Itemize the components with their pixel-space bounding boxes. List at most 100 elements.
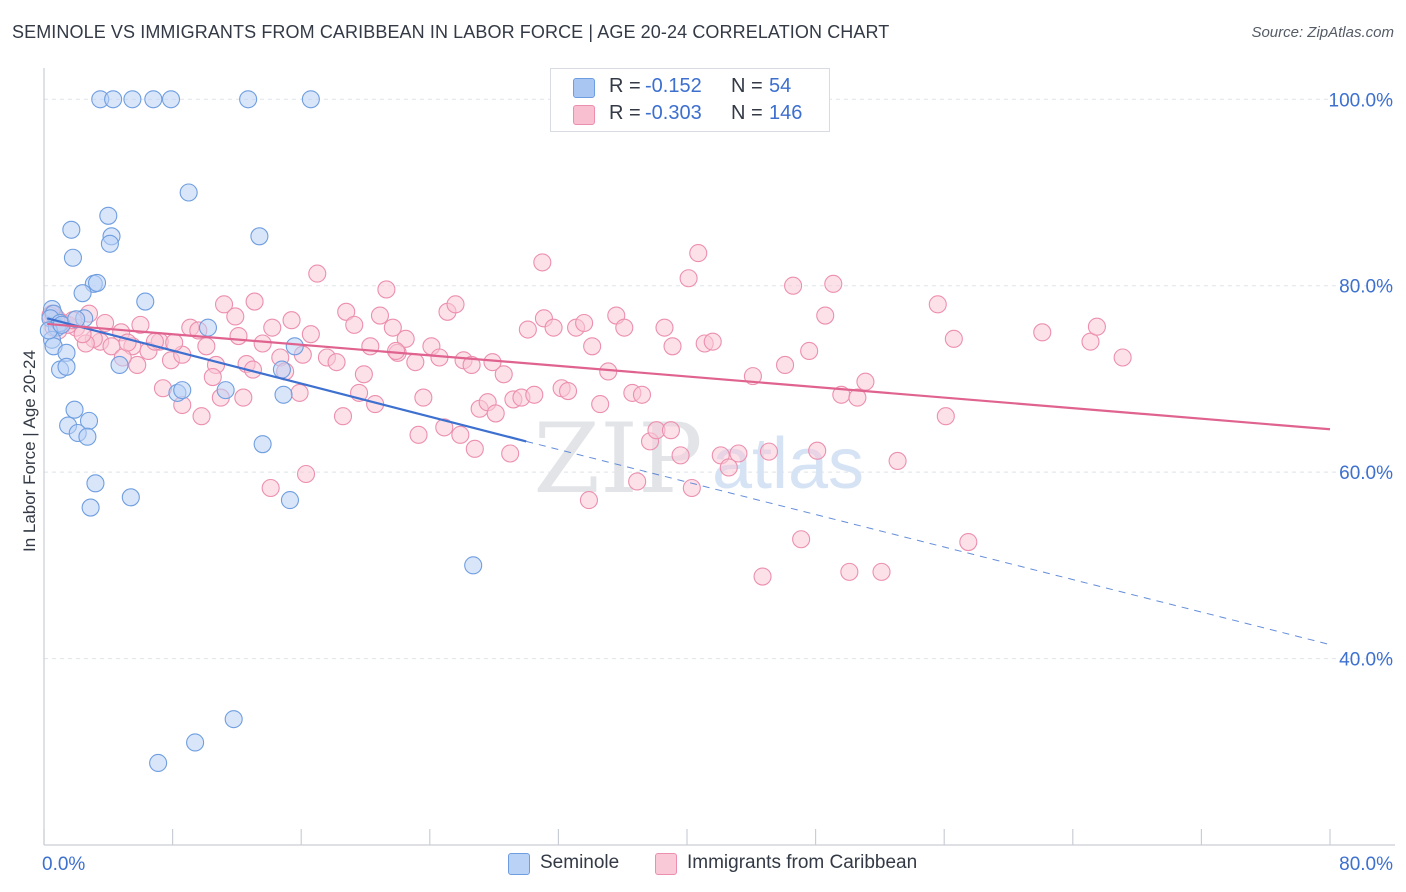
seminole-point <box>186 733 205 752</box>
y-tick-label: 100.0% <box>1329 90 1394 111</box>
seminole-point <box>100 234 119 253</box>
caribbean-point <box>192 407 211 426</box>
seminole-point <box>73 284 92 303</box>
caribbean-point <box>282 311 301 330</box>
caribbean-point <box>671 446 690 465</box>
caribbean-point <box>333 407 353 426</box>
caribbean-point <box>816 306 835 325</box>
legend-n-value: 146 <box>769 102 803 124</box>
legend-r-label: R = <box>609 102 641 124</box>
seminole-point <box>62 220 81 239</box>
legend-n-value: 54 <box>769 75 792 97</box>
seminole-point <box>464 556 483 575</box>
caribbean-point <box>856 372 875 391</box>
caribbean-point <box>753 567 772 586</box>
seminole-trend-line <box>46 317 527 443</box>
y-tick-label: 60.0% <box>1339 463 1393 484</box>
caribbean-point <box>663 337 682 356</box>
caribbean-point <box>406 353 425 372</box>
caribbean-point <box>679 269 698 288</box>
seminole-point <box>123 90 142 109</box>
seminole-point <box>173 381 192 400</box>
caribbean-point <box>197 337 216 356</box>
caribbean-point <box>729 444 748 463</box>
caribbean-point <box>414 388 433 407</box>
stats-legend: R = -0.152 N = 54 R = -0.303 N = 146 <box>550 68 830 132</box>
caribbean-point <box>615 318 634 337</box>
caribbean-point <box>743 367 762 386</box>
series-seminole <box>39 90 483 773</box>
caribbean-point <box>1081 332 1100 351</box>
bottom-legend-label-caribbean: Immigrants from Caribbean <box>687 852 918 873</box>
caribbean-point <box>872 562 891 581</box>
caribbean-point <box>759 442 779 461</box>
seminole-point <box>136 292 155 311</box>
seminole-point <box>57 357 76 376</box>
caribbean-point <box>525 385 544 404</box>
legend-n-label: N = <box>731 102 763 124</box>
caribbean-point <box>214 295 234 314</box>
caribbean-point <box>888 451 907 471</box>
legend-r-value: -0.152 <box>645 75 702 97</box>
seminole-point <box>78 427 97 446</box>
caribbean-point <box>784 276 803 295</box>
series-caribbean <box>41 244 1132 586</box>
caribbean-point <box>383 318 402 337</box>
caribbean-point <box>591 395 610 414</box>
y-axis-label: In Labor Force | Age 20-24 <box>20 350 39 552</box>
caribbean-point <box>928 295 947 314</box>
caribbean-point <box>483 353 502 372</box>
caribbean-point <box>719 458 738 477</box>
caribbean-point <box>446 295 465 314</box>
caribbean-point <box>226 307 245 326</box>
bottom-legend-swatch-seminole <box>508 853 530 875</box>
seminole-point <box>250 227 269 246</box>
seminole-point <box>81 498 100 517</box>
caribbean-point <box>544 318 563 337</box>
caribbean-point <box>689 244 708 263</box>
caribbean-point <box>533 253 552 272</box>
trend-lines <box>46 317 1331 646</box>
seminole-point <box>239 90 258 109</box>
seminole-point <box>104 90 123 109</box>
seminole-point <box>87 273 107 292</box>
seminole-point <box>99 206 118 225</box>
seminole-point <box>144 90 163 109</box>
caribbean-point <box>558 381 578 401</box>
seminole-point <box>216 381 235 400</box>
y-tick-label: 40.0% <box>1339 650 1393 671</box>
caribbean-point <box>959 533 978 552</box>
caribbean-point <box>462 355 481 374</box>
caribbean-point <box>518 320 537 339</box>
caribbean-point <box>936 407 955 426</box>
caribbean-point <box>1113 348 1132 367</box>
caribbean-point <box>370 306 390 325</box>
caribbean-point <box>253 334 272 353</box>
seminole-point <box>149 753 168 773</box>
tick-labels: 100.0% 80.0% 60.0% 40.0% 0.0% 80.0% <box>42 90 1393 875</box>
caribbean-trend-line <box>47 322 1331 431</box>
seminole-point <box>274 385 293 404</box>
caribbean-point <box>824 274 843 293</box>
caribbean-point <box>655 318 674 337</box>
caribbean-point <box>944 329 963 348</box>
seminole-trend-extension <box>526 440 1331 646</box>
bottom-legend-label-seminole: Seminole <box>540 852 620 873</box>
caribbean-point <box>435 418 454 437</box>
seminole-point <box>65 400 84 419</box>
caribbean-point <box>703 332 722 351</box>
caribbean-point <box>128 355 147 374</box>
caribbean-point <box>296 464 316 484</box>
seminole-point <box>285 337 304 356</box>
caribbean-point <box>327 353 346 372</box>
seminole-point <box>86 474 105 493</box>
caribbean-point <box>501 444 520 463</box>
caribbean-point <box>290 383 309 402</box>
axes <box>43 68 1395 846</box>
caribbean-point <box>409 425 428 444</box>
x-tick-label: 80.0% <box>1339 854 1393 875</box>
seminole-point <box>179 183 198 202</box>
caribbean-point <box>386 341 406 361</box>
caribbean-point <box>1033 323 1052 342</box>
